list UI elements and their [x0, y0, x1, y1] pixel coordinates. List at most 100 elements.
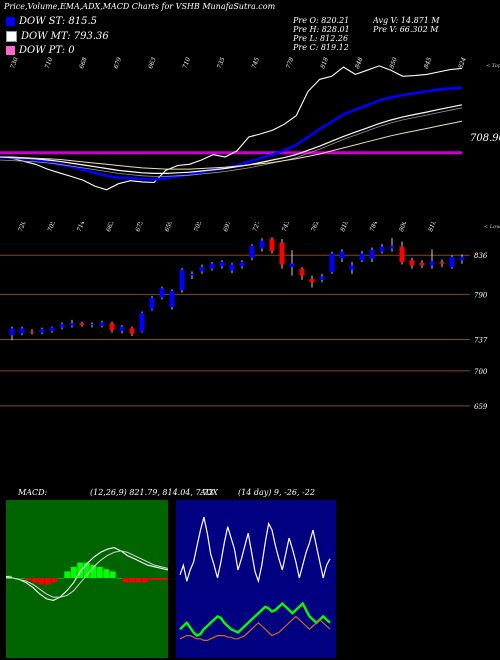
top-value-label: 668 [78, 56, 89, 69]
top-value-label: 848 [354, 56, 365, 69]
macd-panel [6, 500, 168, 658]
macd-histogram-bar [103, 569, 110, 578]
legend-swatch-st [6, 17, 15, 26]
candle-body [19, 328, 25, 334]
candle-body [29, 331, 35, 333]
candle-body [349, 265, 355, 270]
candle-body [39, 329, 45, 333]
candle-body [239, 262, 245, 267]
macd-values: (12,26,9) 821.79, 814.04, 7.73 [90, 488, 214, 497]
price-chart: 836 790 737 700 659 720 705 714 663 675 659 705 697 7… [0, 222, 500, 411]
low-value-label: 659 [164, 222, 175, 233]
stat-avg-volume: Avg V: 14.871 M [373, 16, 440, 25]
top-value-label: 745 [251, 56, 262, 69]
macd-histogram-bar [57, 578, 64, 579]
macd-histogram-bar [38, 578, 45, 585]
macd-histogram-bar [161, 578, 168, 581]
macd-histogram-bar [148, 578, 155, 581]
candle-body [79, 323, 85, 325]
macd-histogram-bar [90, 564, 97, 578]
candle-body [449, 256, 455, 268]
candle-body [419, 262, 425, 266]
candle-body [159, 288, 165, 298]
legend-dow-pt: DOW PT: 0 [6, 45, 75, 56]
candle-body [189, 273, 195, 276]
candle-body [49, 327, 55, 331]
ema-series-shadow [0, 107, 463, 177]
candle-body [289, 263, 295, 268]
macd-histogram-bar [70, 567, 77, 578]
low-value-label: 714 [76, 222, 87, 233]
macd-histogram-bar [83, 562, 90, 578]
top-value-label: 735 [216, 56, 227, 69]
candle-body [459, 256, 465, 261]
candle-body [119, 326, 125, 331]
candle-body [269, 239, 275, 251]
candle-body [429, 261, 435, 266]
low-value-label: 705 [193, 222, 204, 233]
candle-body [59, 324, 65, 328]
top-value-label: 850 [388, 56, 399, 69]
candle-body [199, 267, 205, 272]
low-value-label: 727 [252, 222, 263, 233]
legend-label-pt: DOW PT: 0 [19, 45, 75, 56]
macd-series-signal [6, 550, 168, 598]
top-value-label: 730 [9, 56, 20, 69]
legend-label-mt: DOW MT: 793.36 [21, 31, 109, 42]
candle-body [99, 322, 105, 326]
candle-body [9, 328, 15, 336]
macd-histogram-bar [44, 578, 51, 585]
ema-chart: 730 710 668 679 663 710 735 745 778 818 848 850 845 8… [0, 56, 500, 191]
candle-body [69, 323, 75, 326]
macd-histogram-bar [77, 562, 84, 578]
legend-swatch-pt [6, 46, 15, 55]
stat-pre-volume: Pre V: 66.302 M [373, 25, 439, 34]
candle-body [149, 297, 155, 309]
adx-series-plus_di [179, 601, 331, 638]
last-value-label: 708.90 [470, 133, 500, 144]
candle-body [89, 324, 95, 326]
low-value-label: 743 [281, 222, 292, 233]
candle-body [109, 323, 115, 331]
macd-histogram-bar [25, 578, 32, 581]
macd-histogram-bar [18, 578, 25, 579]
top-value-label: 845 [423, 56, 434, 69]
candle-body [219, 262, 225, 267]
low-value-label: 800 [398, 222, 409, 233]
stat-pre-high: Pre H: 828.01 [293, 25, 350, 34]
top-value-label: 710 [182, 56, 193, 69]
top-value-label: 818 [319, 56, 330, 69]
candle-body [359, 253, 365, 261]
low-value-label: 697 [222, 222, 233, 233]
adx-series-adx [179, 517, 331, 584]
candle-body [139, 313, 145, 332]
macd-histogram-bar [31, 578, 38, 583]
macd-histogram-bar [155, 578, 162, 581]
macd-histogram-bar [135, 578, 142, 583]
candle-body [319, 276, 325, 280]
candle-body [389, 245, 395, 249]
adx-panel [176, 500, 336, 658]
candle-body [439, 262, 445, 264]
candle-body [179, 269, 185, 291]
price-tick-label: 836 [474, 252, 488, 260]
candle-body [229, 264, 235, 271]
price-tick-label: 790 [474, 291, 488, 299]
candle-body [309, 279, 315, 283]
stat-pre-low: Pre L: 812.26 [293, 34, 349, 43]
macd-histogram-bar [109, 571, 116, 578]
ema-series-price [0, 65, 463, 191]
candle-body [209, 263, 215, 269]
stat-pre-open: Pre O: 820.21 [293, 16, 350, 25]
price-tick-label: 700 [474, 368, 488, 376]
top-value-label: 679 [113, 56, 124, 69]
candle-body [299, 268, 305, 276]
candle-body [379, 246, 385, 252]
candle-body [329, 253, 335, 273]
candle-body [409, 260, 415, 266]
legend-swatch-mt [6, 31, 17, 42]
candle-body [339, 251, 345, 259]
ema-series-ema_mid [0, 104, 463, 175]
low-value-label: 818 [339, 222, 350, 233]
candle-body [129, 328, 135, 334]
